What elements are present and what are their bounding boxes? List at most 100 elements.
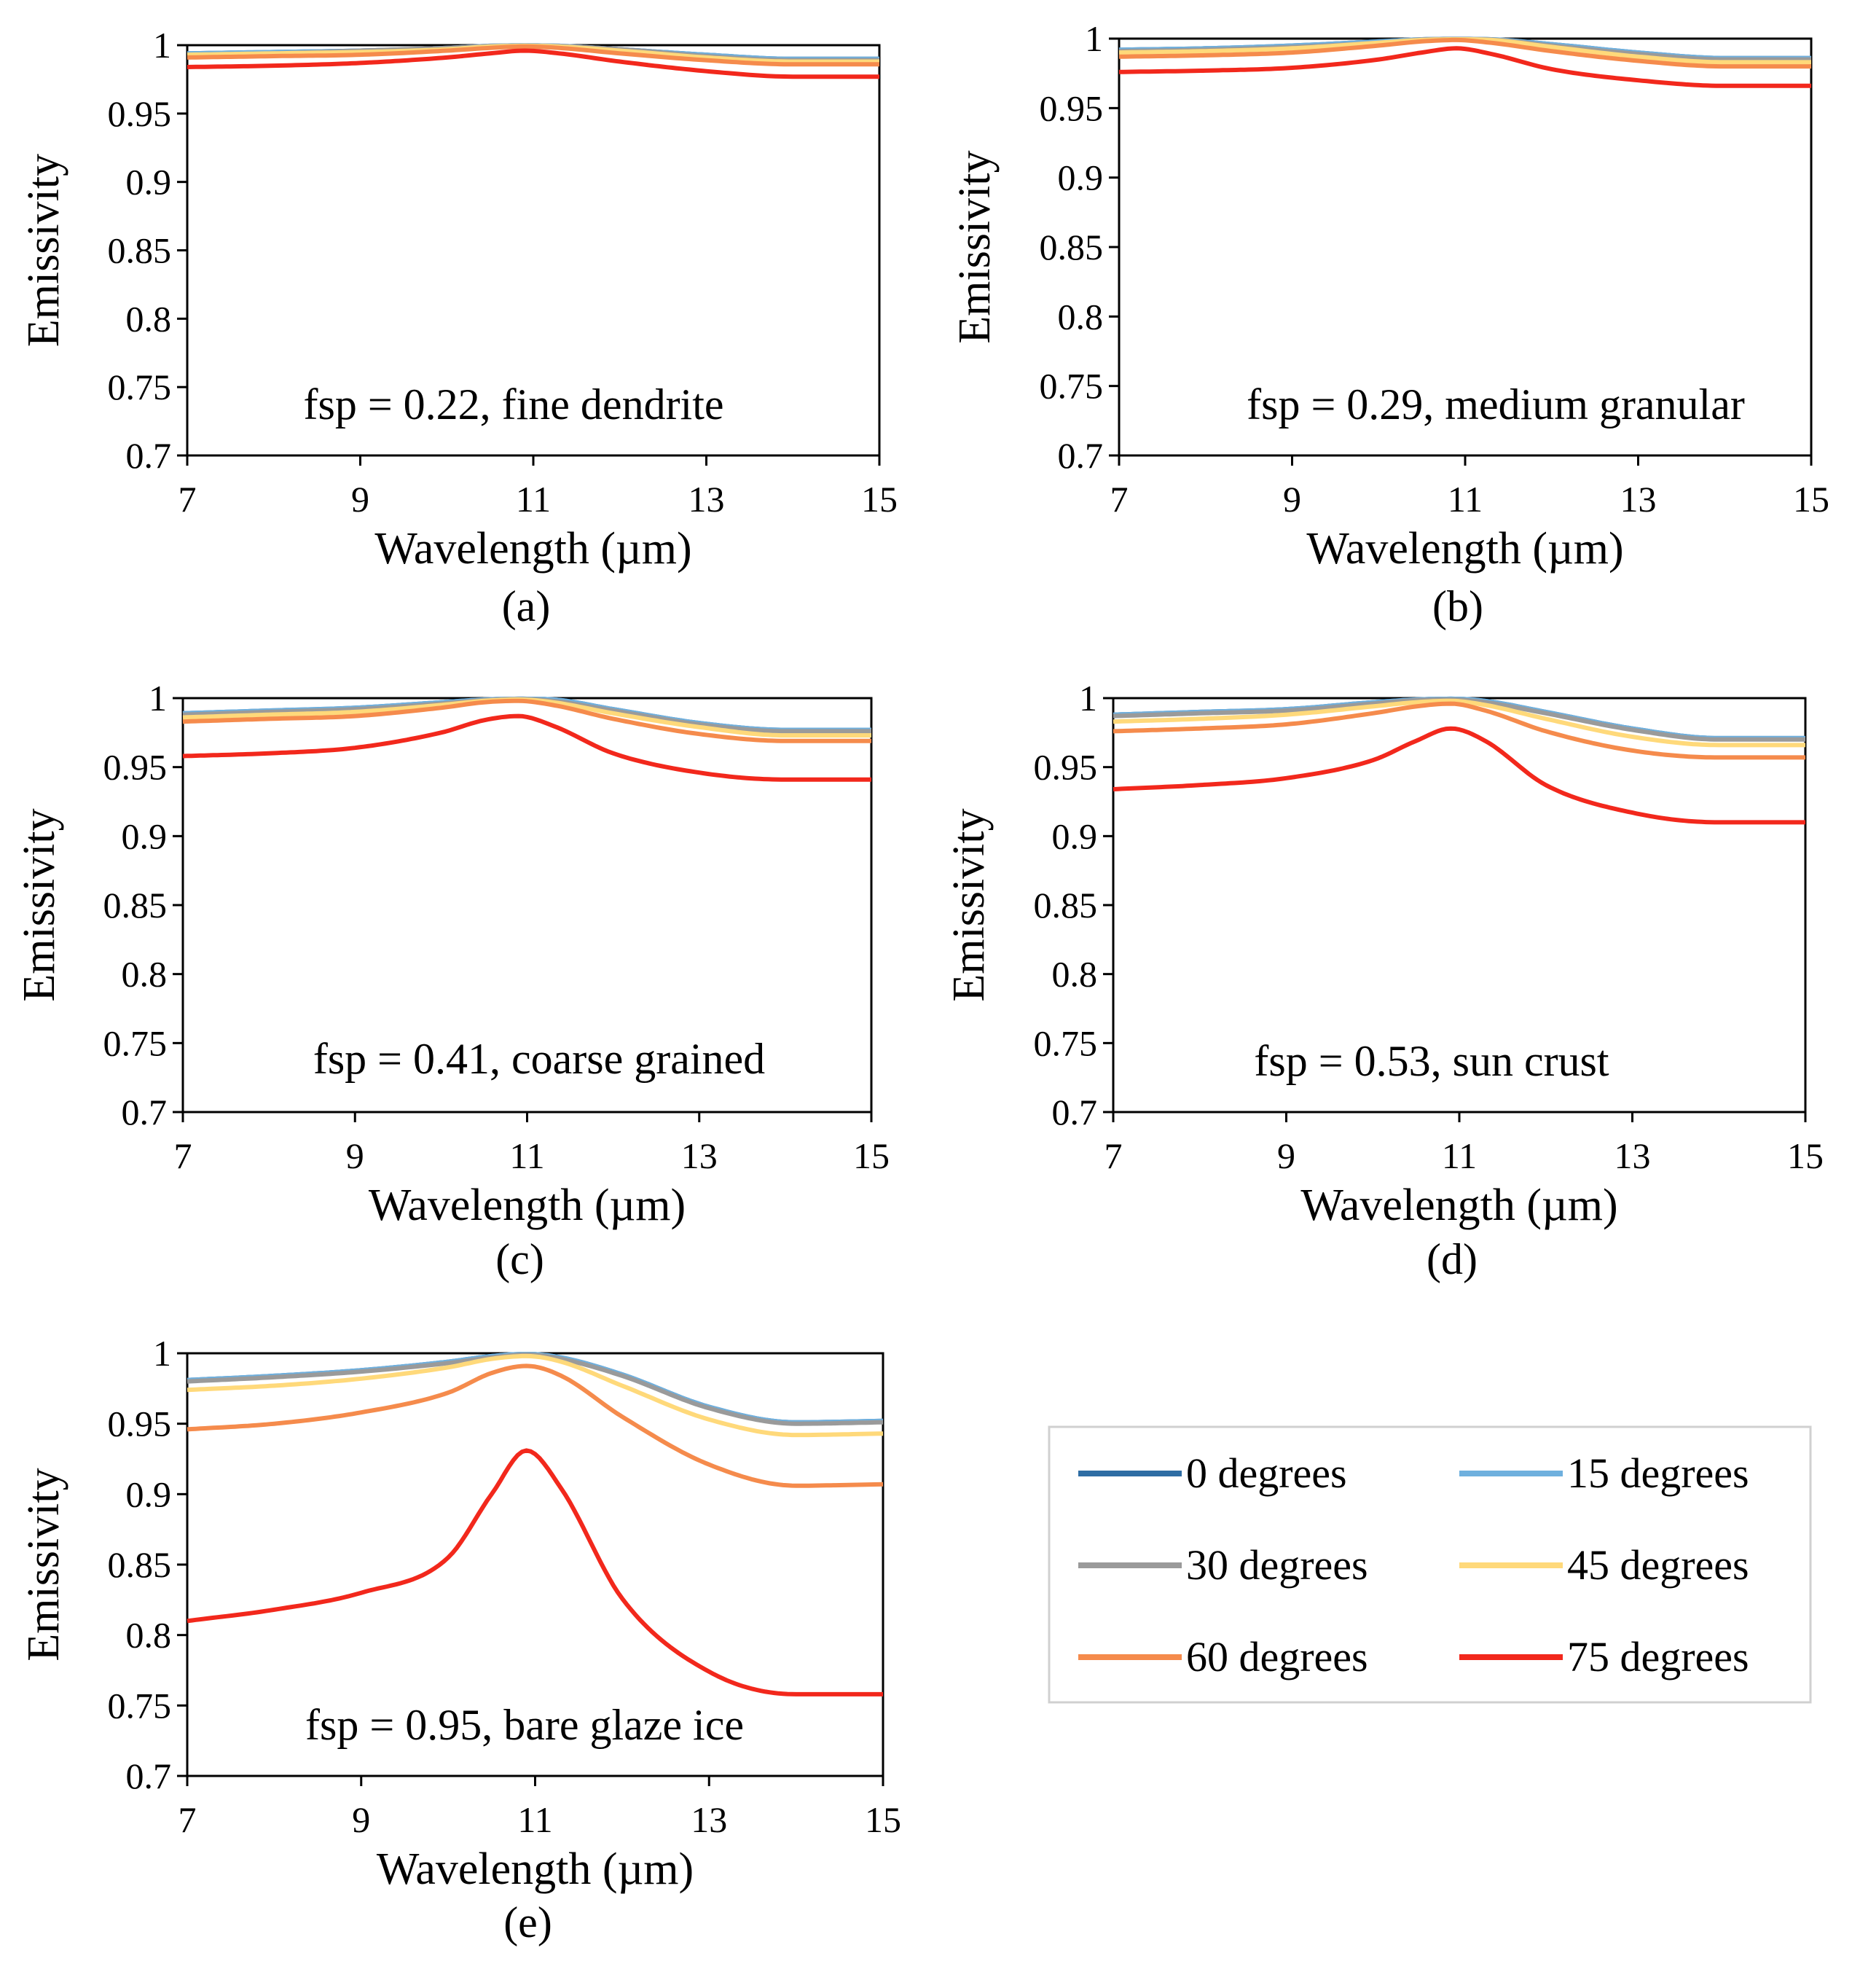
x-tick-label: 11 <box>1442 1135 1477 1176</box>
y-tick-label: 0.75 <box>1034 1022 1098 1063</box>
x-tick-label: 13 <box>681 1135 718 1176</box>
series-line-45-degrees <box>187 1353 884 1438</box>
x-tick-label: 9 <box>352 1799 370 1840</box>
y-axis-label: Emissivity <box>19 1468 68 1661</box>
y-tick-label: 1 <box>153 25 171 66</box>
y-tick-label: 0.75 <box>108 1685 172 1726</box>
x-tick-label: 15 <box>853 1135 890 1176</box>
legend-label: 60 degrees <box>1186 1633 1368 1680</box>
series-line-60-degrees <box>1113 701 1805 760</box>
legend-label: 75 degrees <box>1567 1633 1749 1680</box>
series-line-75-degrees <box>1118 46 1811 88</box>
legend: 0 degrees 15 degrees 30 degrees 45 degrees 6… <box>1048 1425 1812 1704</box>
y-tick-label: 0.8 <box>1052 954 1098 995</box>
chart-panel-b: 0.7 0.75 0.8 0.85 0.9 0.95 1 7 9 11 13 15 Wavelength… <box>950 18 1829 630</box>
y-tick-label: 0.85 <box>1040 227 1104 267</box>
x-tick-label: 13 <box>1620 479 1657 520</box>
series-line-15-degrees <box>187 1352 884 1425</box>
y-tick-label: 0.9 <box>1052 815 1098 856</box>
panel-caption: (e) <box>503 1898 552 1946</box>
y-tick-label: 0.7 <box>1052 1092 1098 1132</box>
legend-label: 30 degrees <box>1186 1541 1368 1589</box>
y-tick-label: 0.95 <box>103 747 168 788</box>
x-axis-label: Wavelength (µm) <box>377 1844 694 1894</box>
x-tick-label: 13 <box>691 1799 727 1840</box>
x-axis-label: Wavelength (µm) <box>1306 524 1623 574</box>
x-tick-label: 9 <box>1277 1135 1295 1176</box>
y-tick-label: 0.7 <box>1058 435 1104 476</box>
y-tick-label: 0.75 <box>103 1022 168 1063</box>
x-axis-label: Wavelength (µm) <box>1300 1181 1617 1230</box>
y-tick-label: 1 <box>153 1333 171 1374</box>
chart-panel-d: 0.7 0.75 0.8 0.85 0.9 0.95 1 7 9 11 13 15 Wavelength… <box>944 678 1824 1283</box>
x-tick-label: 15 <box>865 1799 901 1840</box>
y-tick-label: 0.95 <box>108 93 172 134</box>
x-tick-label: 11 <box>516 479 551 520</box>
chart-panel-a: 0.7 0.75 0.8 0.85 0.9 0.95 1 7 9 11 13 15 Wavelength… <box>19 25 898 630</box>
x-tick-label: 7 <box>174 1135 192 1176</box>
panel-annotation: fsp = 0.95, bare glaze ice <box>305 1701 744 1749</box>
panel-annotation: fsp = 0.22, fine dendrite <box>303 380 723 428</box>
y-tick-label: 0.7 <box>126 1756 172 1796</box>
series-line-75-degrees <box>187 1448 883 1697</box>
x-tick-label: 7 <box>178 479 197 520</box>
y-tick-label: 0.8 <box>126 1615 172 1656</box>
series-line-0-degrees <box>187 1352 884 1425</box>
y-tick-label: 0.85 <box>103 885 168 925</box>
y-tick-label: 0.8 <box>122 954 168 995</box>
y-tick-label: 0.95 <box>1040 87 1104 128</box>
panel-caption: (b) <box>1432 582 1483 630</box>
y-tick-label: 0.9 <box>126 1474 172 1514</box>
x-tick-label: 15 <box>1787 1135 1824 1176</box>
x-tick-label: 13 <box>688 479 725 520</box>
x-tick-label: 15 <box>861 479 898 520</box>
panel-caption: (c) <box>495 1235 544 1283</box>
x-tick-label: 11 <box>517 1799 552 1840</box>
series-line-60-degrees <box>187 1363 884 1488</box>
x-tick-label: 7 <box>1104 1135 1123 1176</box>
x-tick-label: 9 <box>1283 479 1301 520</box>
y-tick-label: 0.9 <box>122 815 168 856</box>
x-tick-label: 9 <box>351 479 369 520</box>
panel-annotation: fsp = 0.29, medium granular <box>1247 380 1745 428</box>
x-tick-label: 7 <box>1110 479 1129 520</box>
series-line-60-degrees <box>1118 37 1811 69</box>
y-tick-label: 0.85 <box>108 230 172 271</box>
y-tick-label: 0.8 <box>126 298 172 339</box>
x-tick-label: 11 <box>509 1135 544 1176</box>
y-tick-label: 0.9 <box>1058 157 1104 198</box>
legend-label: 15 degrees <box>1567 1449 1749 1497</box>
series-line-75-degrees <box>182 713 871 782</box>
panel-caption: (a) <box>502 582 551 630</box>
x-axis-label: Wavelength (µm) <box>374 524 691 574</box>
y-tick-label: 1 <box>1085 18 1103 59</box>
y-axis-label: Emissivity <box>944 808 994 1001</box>
legend-label: 0 degrees <box>1186 1449 1347 1497</box>
x-axis-label: Wavelength (µm) <box>369 1181 686 1230</box>
x-tick-label: 9 <box>346 1135 364 1176</box>
panel-caption: (d) <box>1427 1235 1478 1283</box>
y-axis-label: Emissivity <box>19 154 68 347</box>
y-tick-label: 0.7 <box>122 1092 168 1132</box>
y-axis-label: Emissivity <box>15 808 64 1001</box>
legend-label: 45 degrees <box>1567 1541 1749 1589</box>
y-tick-label: 0.85 <box>108 1544 172 1585</box>
x-tick-label: 15 <box>1793 479 1829 520</box>
y-tick-label: 0.75 <box>1040 366 1104 407</box>
y-tick-label: 0.85 <box>1034 885 1098 925</box>
y-tick-label: 1 <box>1079 678 1097 719</box>
y-tick-label: 0.7 <box>126 435 172 476</box>
y-tick-label: 0.9 <box>126 162 172 203</box>
series-line-60-degrees <box>182 698 871 743</box>
series-line-75-degrees <box>1113 726 1805 825</box>
chart-panel-c: 0.7 0.75 0.8 0.85 0.9 0.95 1 7 9 11 13 15 Wavelength… <box>15 678 890 1283</box>
y-tick-label: 0.8 <box>1058 296 1104 337</box>
x-tick-label: 11 <box>1448 479 1483 520</box>
series-line-45-degrees <box>1113 698 1805 748</box>
x-tick-label: 13 <box>1614 1135 1651 1176</box>
y-tick-label: 0.95 <box>108 1404 172 1444</box>
y-axis-label: Emissivity <box>950 150 1000 343</box>
y-tick-label: 1 <box>149 678 167 719</box>
panel-annotation: fsp = 0.41, coarse grained <box>313 1035 765 1083</box>
